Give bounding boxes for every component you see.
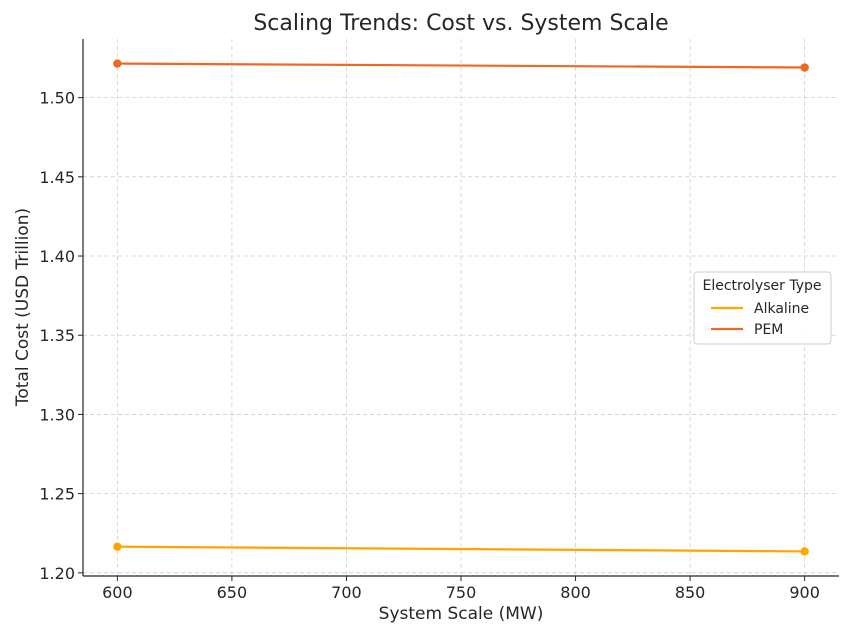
x-tick-label: 750 bbox=[446, 583, 477, 602]
data-point-alkaline bbox=[113, 542, 122, 551]
data-point-alkaline bbox=[800, 547, 809, 556]
series-layer bbox=[113, 59, 809, 556]
x-tick-label: 650 bbox=[217, 583, 248, 602]
x-tick-label: 800 bbox=[560, 583, 591, 602]
y-axis-label: Total Cost (USD Trillion) bbox=[13, 208, 33, 407]
y-tick-label: 1.40 bbox=[39, 247, 75, 266]
y-tick-label: 1.45 bbox=[39, 168, 75, 187]
chart-title: Scaling Trends: Cost vs. System Scale bbox=[253, 11, 668, 36]
y-tick-label: 1.30 bbox=[39, 405, 75, 424]
x-tick-label: 900 bbox=[789, 583, 820, 602]
y-tick-label: 1.35 bbox=[39, 326, 75, 345]
data-point-pem bbox=[113, 59, 122, 68]
legend-label-alkaline: Alkaline bbox=[754, 301, 809, 317]
x-axis-ticks: 600 650 700 750 800 850 900 bbox=[102, 576, 820, 602]
y-tick-label: 1.20 bbox=[39, 564, 75, 583]
x-axis-label: System Scale (MW) bbox=[379, 604, 544, 624]
data-point-pem bbox=[800, 63, 809, 72]
x-tick-label: 850 bbox=[675, 583, 706, 602]
legend-label-pem: PEM bbox=[754, 322, 783, 338]
series-line-pem bbox=[117, 62, 805, 69]
y-tick-label: 1.25 bbox=[39, 485, 75, 504]
legend-box bbox=[693, 271, 832, 345]
series-line-alkaline bbox=[117, 545, 805, 553]
legend: Electrolyser Type Alkaline PEM bbox=[693, 271, 832, 345]
x-tick-label: 700 bbox=[331, 583, 362, 602]
legend-title: Electrolyser Type bbox=[703, 278, 822, 294]
y-axis-ticks: 1.20 1.25 1.30 1.35 1.40 1.45 1.50 bbox=[39, 89, 83, 583]
y-tick-label: 1.50 bbox=[39, 89, 75, 108]
x-tick-label: 600 bbox=[102, 583, 133, 602]
